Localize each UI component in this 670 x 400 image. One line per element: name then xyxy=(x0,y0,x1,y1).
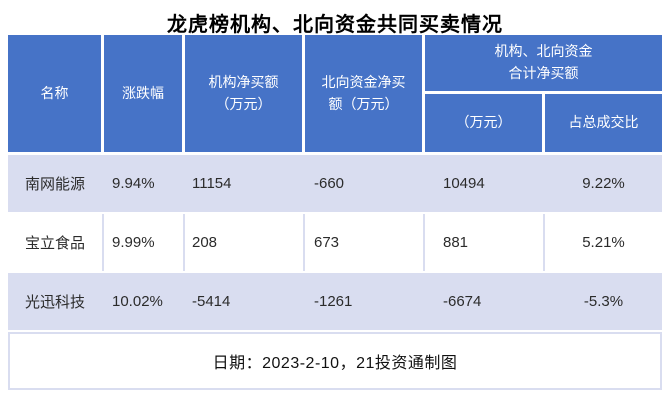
northbound-net-buy-cell: 673 xyxy=(305,214,425,271)
table-row: 光迅科技 10.02% -5414 -1261 -6674 -5.3% xyxy=(8,273,662,330)
combined-amount-cell: -6674 xyxy=(425,273,545,330)
combined-ratio-cell: 5.21% xyxy=(545,214,662,271)
northbound-net-buy-cell: -1261 xyxy=(305,273,425,330)
column-header-combined-ratio: 占总成交比 xyxy=(545,94,662,152)
table-header-row: 名称 涨跌幅 机构净买额 （万元） 北向资金净买 额（万元） 机构、北向资金 合… xyxy=(8,35,662,152)
change-cell: 9.99% xyxy=(104,214,185,271)
institution-net-buy-cell: 208 xyxy=(185,214,305,271)
column-header-name: 名称 xyxy=(8,35,104,152)
stocks-table: 名称 涨跌幅 机构净买额 （万元） 北向资金净买 额（万元） 机构、北向资金 合… xyxy=(8,35,662,390)
column-header-combined-group: 机构、北向资金 合计净买额 （万元） 占总成交比 xyxy=(425,35,662,152)
column-header-institution-net-buy: 机构净买额 （万元） xyxy=(185,35,305,152)
change-cell: 9.94% xyxy=(104,155,185,212)
source-note: 日期：2023-2-10，21投资通制图 xyxy=(8,332,662,390)
column-header-combined-title: 机构、北向资金 合计净买额 xyxy=(425,35,662,94)
page-title: 龙虎榜机构、北向资金共同买卖情况 xyxy=(167,14,503,36)
combined-ratio-cell: -5.3% xyxy=(545,273,662,330)
table-row: 宝立食品 9.99% 208 673 881 5.21% xyxy=(8,214,662,271)
table-row: 南网能源 9.94% 11154 -660 10494 9.22% xyxy=(8,155,662,212)
change-cell: 10.02% xyxy=(104,273,185,330)
combined-amount-cell: 10494 xyxy=(425,155,545,212)
combined-amount-cell: 881 xyxy=(425,214,545,271)
stock-name-cell: 光迅科技 xyxy=(8,273,104,330)
column-header-combined-subrow: （万元） 占总成交比 xyxy=(425,94,662,152)
stock-name-cell: 宝立食品 xyxy=(8,214,104,271)
institution-net-buy-cell: 11154 xyxy=(185,155,305,212)
column-header-change: 涨跌幅 xyxy=(104,35,185,152)
column-header-combined-amount: （万元） xyxy=(425,94,545,152)
northbound-net-buy-cell: -660 xyxy=(305,155,425,212)
institution-net-buy-cell: -5414 xyxy=(185,273,305,330)
combined-ratio-cell: 9.22% xyxy=(545,155,662,212)
stock-name-cell: 南网能源 xyxy=(8,155,104,212)
column-header-northbound-net-buy: 北向资金净买 额（万元） xyxy=(305,35,425,152)
